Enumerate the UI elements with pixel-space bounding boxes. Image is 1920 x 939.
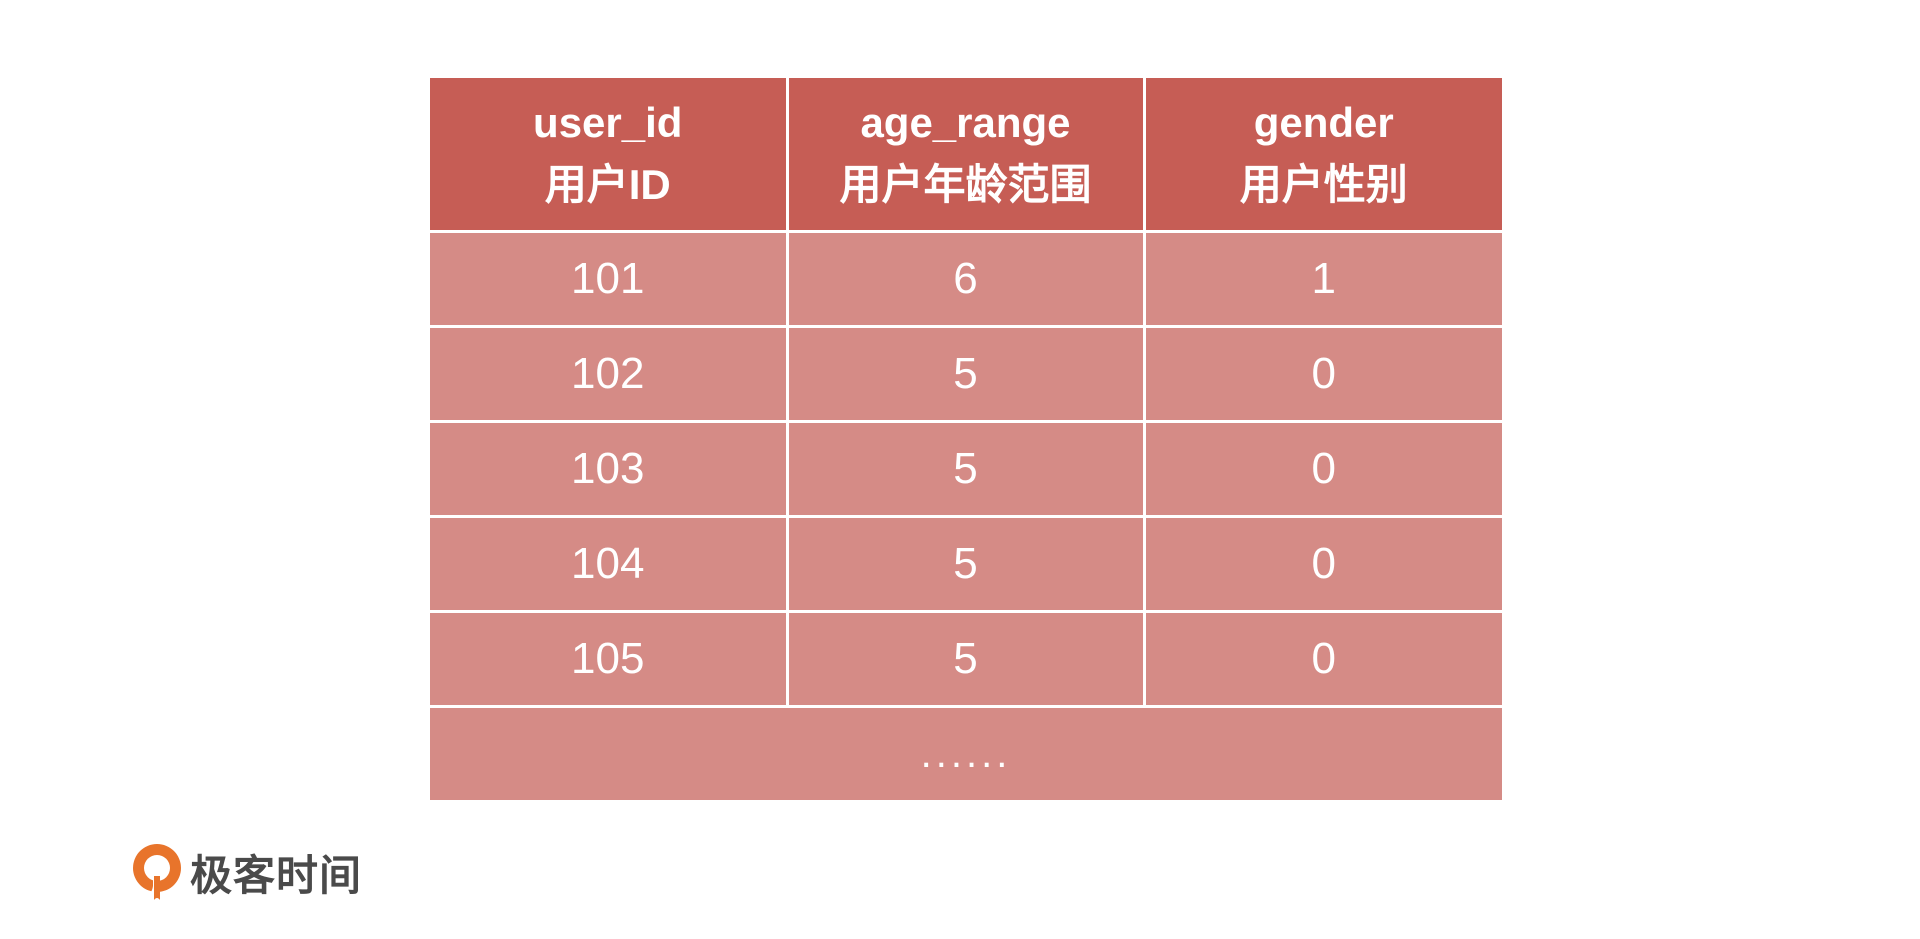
cell-age-range: 6 bbox=[785, 230, 1146, 328]
ellipsis-cell: ...... bbox=[430, 705, 1502, 800]
table-row: 101 6 1 bbox=[430, 230, 1502, 328]
cell-gender: 1 bbox=[1142, 230, 1502, 328]
cell-user-id: 103 bbox=[430, 420, 789, 518]
cell-gender: 0 bbox=[1142, 420, 1502, 518]
brand-name: 极客时间 bbox=[190, 850, 363, 900]
cell-gender: 0 bbox=[1142, 610, 1502, 708]
cell-user-id: 105 bbox=[430, 610, 789, 708]
cell-age-range: 5 bbox=[785, 515, 1146, 613]
column-header-en: age_range bbox=[860, 99, 1071, 146]
column-header-en: gender bbox=[1253, 99, 1394, 146]
cell-user-id: 102 bbox=[430, 325, 789, 423]
table-row: 102 5 0 bbox=[430, 325, 1502, 423]
cell-user-id: 101 bbox=[430, 230, 789, 328]
user-data-table: user_id 用户ID age_range 用户年龄范围 gender 用户性… bbox=[430, 78, 1502, 800]
cell-age-range: 5 bbox=[785, 325, 1146, 423]
column-header-gender: gender 用户性别 bbox=[1142, 78, 1502, 233]
cell-age-range: 5 bbox=[785, 420, 1146, 518]
column-header-user-id: user_id 用户ID bbox=[430, 78, 789, 233]
table-row-ellipsis: ...... bbox=[430, 705, 1502, 800]
column-header-zh: 用户性别 bbox=[1239, 161, 1408, 208]
brand-watermark: 极客时间 bbox=[130, 842, 362, 902]
column-header-zh: 用户年龄范围 bbox=[839, 161, 1092, 208]
cell-gender: 0 bbox=[1142, 515, 1502, 613]
table-row: 105 5 0 bbox=[430, 610, 1502, 708]
column-header-zh: 用户ID bbox=[544, 161, 671, 208]
geektime-logo-icon bbox=[133, 844, 181, 900]
cell-user-id: 104 bbox=[430, 515, 789, 613]
column-header-age-range: age_range 用户年龄范围 bbox=[785, 78, 1146, 233]
table-header-row: user_id 用户ID age_range 用户年龄范围 gender 用户性… bbox=[430, 78, 1502, 233]
cell-age-range: 5 bbox=[785, 610, 1146, 708]
table-row: 103 5 0 bbox=[430, 420, 1502, 518]
column-header-en: user_id bbox=[533, 99, 683, 146]
cell-gender: 0 bbox=[1142, 325, 1502, 423]
table-row: 104 5 0 bbox=[430, 515, 1502, 613]
